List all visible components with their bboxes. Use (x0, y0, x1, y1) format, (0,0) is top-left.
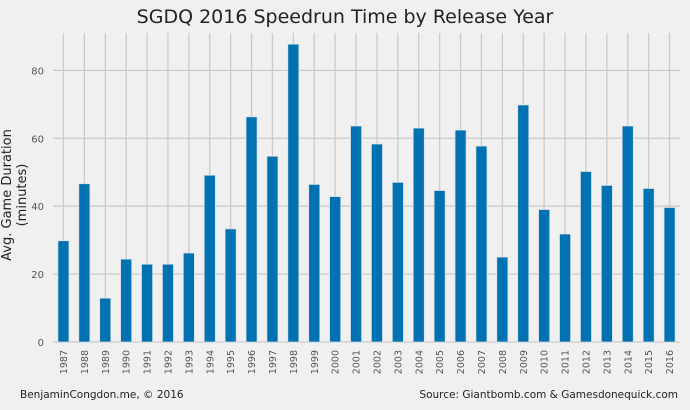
x-tick-label: 2002 (372, 350, 383, 374)
bar-2015 (642, 188, 655, 343)
x-tick-label: 1989 (101, 350, 112, 374)
x-tick-label: 2008 (498, 350, 509, 374)
x-tick-label: 1988 (80, 350, 91, 374)
bar-1988 (78, 183, 91, 343)
bar-1992 (162, 263, 174, 343)
bar-1997 (266, 155, 279, 343)
bar-1990 (120, 258, 133, 343)
bar-1998 (287, 43, 300, 343)
x-tick-label: 1997 (268, 350, 279, 374)
x-tick-label: 2004 (414, 350, 425, 374)
x-tick-label: 1990 (122, 350, 133, 374)
bar-2005 (433, 190, 446, 343)
bar-2011 (559, 233, 571, 343)
x-tick-label: 1993 (184, 350, 195, 374)
bar-2013 (600, 185, 613, 343)
x-tick-label: 1992 (163, 350, 174, 374)
x-tick-label: 2001 (352, 350, 363, 374)
x-tick-label: 2010 (540, 350, 551, 374)
footer-source: Source: Giantbomb.com & Gamesdonequick.c… (419, 389, 678, 401)
x-tick-label: 2006 (456, 350, 467, 374)
bar-1989 (99, 297, 112, 343)
bar-2006 (454, 129, 467, 343)
x-tick-label: 1994 (205, 350, 216, 374)
bar-2008 (496, 256, 509, 343)
bar-2009 (517, 104, 530, 343)
y-tick-label: 60 (31, 134, 44, 145)
y-tick-label: 80 (31, 66, 44, 77)
x-tick-label: 2016 (665, 350, 676, 374)
bar-2004 (412, 127, 425, 343)
x-tick-label: 2013 (602, 350, 613, 374)
x-tick-label: 2005 (435, 350, 446, 374)
x-tick-label: 1995 (226, 350, 237, 374)
bar-1993 (183, 252, 195, 343)
x-tick-label: 1987 (59, 350, 70, 374)
bar-1999 (308, 184, 321, 343)
x-tick-label: 1998 (289, 350, 300, 374)
bar-1987 (57, 240, 70, 343)
bar-2001 (350, 125, 362, 343)
bar-1991 (141, 263, 153, 343)
y-tick-label: 20 (31, 270, 44, 281)
x-tick-label: 2014 (623, 350, 634, 374)
x-tick-label: 2015 (644, 350, 655, 374)
bar-2007 (475, 145, 488, 343)
x-tick-label: 1991 (143, 350, 154, 374)
x-tick-label: 1996 (247, 350, 258, 374)
chart-title: SGDQ 2016 Speedrun Time by Release Year (136, 6, 554, 28)
bar-2002 (371, 143, 383, 343)
y-tick-label: 40 (31, 202, 44, 213)
x-tick-label: 2007 (477, 350, 488, 374)
footer-credit: BenjaminCongdon.me, © 2016 (20, 389, 184, 401)
y-tick-label: 0 (38, 338, 44, 349)
bar-2010 (538, 209, 551, 343)
bar-2016 (663, 207, 676, 343)
bar-1995 (224, 228, 237, 343)
bar-2003 (392, 182, 404, 343)
x-tick-label: 2009 (519, 350, 530, 374)
y-axis-label: Avg. Game Duration (minutes) (0, 129, 30, 261)
bar-2000 (329, 196, 341, 343)
x-tick-label: 2003 (393, 350, 404, 374)
bar-2012 (580, 171, 592, 343)
bar-2014 (621, 125, 634, 343)
bar-1996 (245, 116, 258, 343)
x-tick-label: 1999 (310, 350, 321, 374)
x-tick-label: 2012 (581, 350, 592, 374)
x-tick-label: 2011 (561, 350, 572, 374)
x-tick-label: 2000 (331, 350, 342, 374)
bar-1994 (203, 174, 216, 343)
